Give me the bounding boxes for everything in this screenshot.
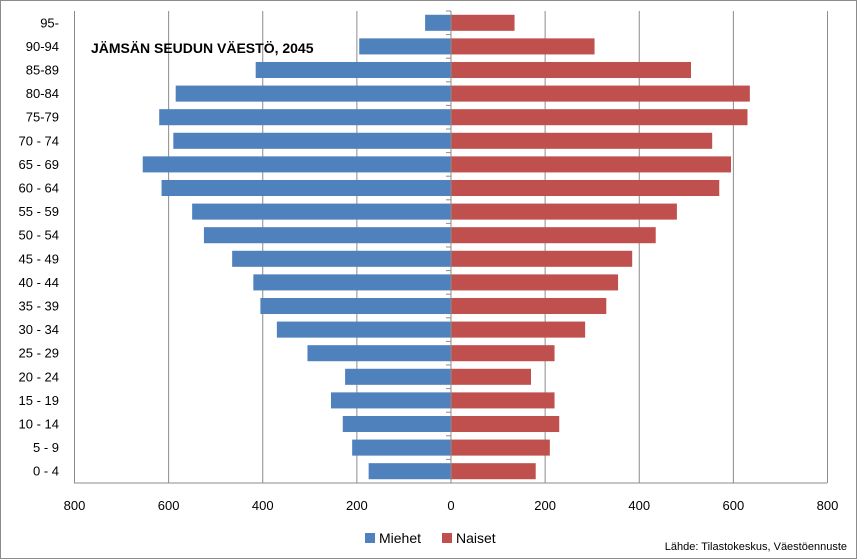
bar-miehet: [342, 415, 451, 433]
bar-naiset: [451, 14, 515, 31]
bar-miehet: [175, 85, 451, 102]
bar-miehet: [255, 61, 451, 79]
bar-naiset: [451, 109, 748, 126]
bar-miehet: [142, 156, 451, 173]
x-tick-label: 600: [158, 498, 180, 513]
y-tick-label: 45 - 49: [19, 251, 59, 266]
x-tick-label: 200: [346, 498, 368, 513]
legend-label-miehet: Miehet: [379, 530, 421, 546]
y-tick-label: 70 - 74: [19, 133, 59, 148]
bar-miehet: [352, 439, 451, 456]
bar-naiset: [451, 439, 550, 456]
y-tick-label: 0 - 4: [33, 464, 59, 479]
y-tick-label: 15 - 19: [19, 393, 59, 408]
bar-naiset: [451, 227, 656, 244]
y-tick-label: 20 - 24: [19, 369, 59, 384]
legend-label-naiset: Naiset: [456, 530, 496, 546]
y-tick-label: 95-: [40, 15, 59, 30]
bar-miehet: [161, 179, 452, 197]
y-tick-label: 25 - 29: [19, 346, 59, 361]
bar-miehet: [425, 14, 451, 31]
bar-miehet: [307, 345, 451, 362]
bar-miehet: [359, 38, 451, 55]
y-tick-label: 10 - 14: [19, 417, 59, 432]
bar-naiset: [451, 179, 720, 197]
bar-naiset: [451, 156, 732, 173]
y-tick-label: 85-89: [26, 63, 59, 78]
bar-naiset: [451, 368, 532, 385]
axis-layer: 800 600 400 200 0 200 400 600 800 95- 90-94 85-89 80…: [19, 10, 839, 513]
bar-naiset: [451, 250, 633, 267]
y-tick-label: 75-79: [26, 110, 59, 125]
y-tick-label: 35 - 39: [19, 299, 59, 314]
bar-miehet: [276, 321, 451, 338]
y-tick-label: 40 - 44: [19, 275, 59, 290]
bar-miehet: [159, 109, 451, 126]
bar-naiset: [451, 297, 607, 315]
chart-title: JÄMSÄN SEUDUN VÄESTÖ, 2045: [91, 40, 314, 56]
bar-naiset: [451, 61, 692, 79]
x-tick-label: 400: [628, 498, 650, 513]
y-tick-label: 5 - 9: [33, 440, 59, 455]
x-tick-label: 800: [817, 498, 839, 513]
y-tick-label: 60 - 64: [19, 181, 59, 196]
source-note: Lähde: Tilastokeskus, Väestöennuste: [665, 541, 847, 553]
bar-miehet: [192, 203, 451, 220]
bar-naiset: [451, 274, 619, 291]
bar-naiset: [451, 321, 586, 338]
bars-layer: [142, 14, 750, 480]
bar-naiset: [451, 85, 750, 102]
y-tick-label: 50 - 54: [19, 228, 59, 243]
bar-naiset: [451, 345, 555, 362]
x-tick-label: 600: [723, 498, 745, 513]
y-tick-label: 55 - 59: [19, 204, 59, 219]
legend-swatch-naiset: [442, 533, 452, 543]
x-tick-label: 0: [447, 498, 454, 513]
y-tick-label: 30 - 34: [19, 322, 59, 337]
bar-miehet: [253, 274, 451, 291]
legend: Miehet Naiset: [365, 530, 496, 546]
bar-naiset: [451, 415, 560, 433]
bar-miehet: [260, 297, 451, 315]
bar-miehet: [232, 250, 451, 267]
bar-naiset: [451, 463, 536, 480]
bar-naiset: [451, 203, 677, 220]
x-tick-label: 400: [252, 498, 274, 513]
bar-naiset: [451, 392, 555, 409]
bar-miehet: [203, 227, 451, 244]
legend-swatch-miehet: [365, 533, 375, 543]
x-tick-label: 200: [534, 498, 556, 513]
bar-miehet: [173, 132, 452, 149]
bar-miehet: [368, 463, 451, 480]
y-tick-label: 65 - 69: [19, 157, 59, 172]
bar-naiset: [451, 38, 595, 55]
x-tick-label: 800: [64, 498, 86, 513]
bar-miehet: [345, 368, 451, 385]
y-tick-label: 90-94: [26, 39, 59, 54]
y-tick-label: 80-84: [26, 86, 59, 101]
bar-miehet: [330, 392, 451, 409]
bar-naiset: [451, 132, 713, 149]
